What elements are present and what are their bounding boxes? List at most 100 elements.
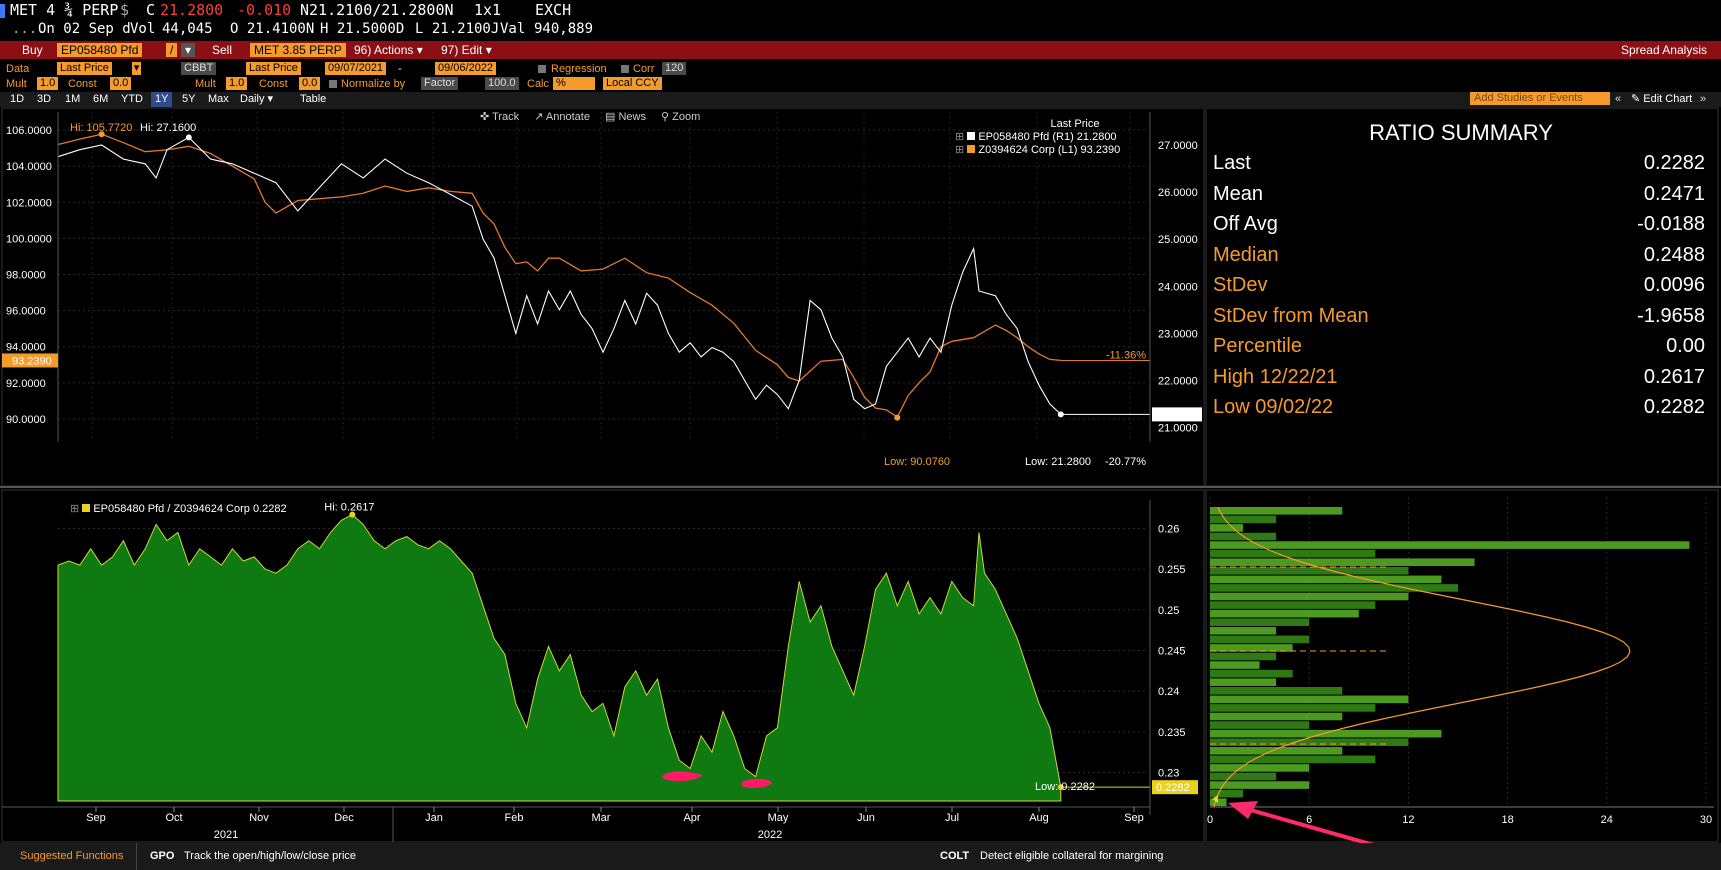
low-label-left: Low: 90.0760 [884, 456, 950, 468]
last-value: 0.2282 [1156, 782, 1190, 794]
add-studies-field[interactable]: Add Studies or Events [1470, 92, 1610, 105]
news-tool[interactable]: ▤ News [605, 111, 646, 123]
range-1m[interactable]: 1M [65, 93, 81, 105]
ratio-row: Percentile 0.00 [1205, 335, 1713, 363]
expand-icon[interactable]: » [1700, 93, 1707, 105]
bid-ask-size: 1x1 [474, 1, 502, 19]
ticker-row: MET 4 ¾ PERP $ C 21.2800 -0.010 N21.2100… [0, 0, 1721, 20]
left-tick: 102.0000 [6, 197, 52, 209]
operator-dropdown[interactable]: ▾ [181, 43, 196, 57]
const2-field[interactable]: 0.0 [299, 77, 321, 90]
operator-field[interactable]: / [166, 43, 178, 57]
collapse-icon[interactable]: « [1615, 93, 1622, 105]
calc-label: Calc [527, 78, 550, 90]
legend-item-l1[interactable]: ⊞ Z0394624 Corp (L1) 93.2390 [955, 143, 1155, 156]
calc-field[interactable]: % [553, 77, 595, 90]
hist-bar [1210, 601, 1376, 609]
colt-description[interactable]: Detect eligible collateral for margining [980, 850, 1164, 862]
sell-label: Sell [212, 43, 233, 57]
upper-axes: 106.0000 104.0000 102.0000 100.0000 98.0000 9… [2, 112, 1202, 468]
ratio-label: High 12/22/21 [1213, 365, 1338, 388]
pink-arrow-shaft [1239, 805, 1375, 843]
edit-menu[interactable]: 97) Edit ▾ [441, 43, 492, 57]
hi-marker-right [185, 134, 192, 141]
sell-security-field[interactable]: MET 3.85 PERP [250, 43, 346, 57]
edit-chart-button[interactable]: ✎ Edit Chart [1627, 92, 1696, 107]
low-marker-left [894, 414, 901, 421]
range-bar: 1D 3D 1M 6M YTD 1Y 5Y Max Daily ▾ Table … [0, 92, 1721, 107]
colt-code[interactable]: COLT [940, 850, 970, 862]
lower-right-tick: 0.24 [1158, 686, 1179, 698]
upper-lines [57, 131, 1150, 421]
buy-label: Buy [22, 43, 43, 57]
range-3d[interactable]: 3D [37, 93, 52, 105]
range-1d[interactable]: 1D [10, 93, 25, 105]
legend-item-r1[interactable]: ⊞ EP058480 Pfd (R1) 21.2800 [955, 130, 1155, 143]
mult2-label: Mult [195, 78, 216, 90]
ratio-value: 0.2488 [1643, 243, 1705, 266]
month-label: Jan [425, 812, 443, 824]
range-1y[interactable]: 1Y [151, 92, 173, 107]
legend-expand-icon: ⊞ [955, 144, 965, 156]
ratio-row: Low 09/02/22 0.2282 [1205, 396, 1713, 424]
track-tool[interactable]: ✜ Track [480, 111, 520, 123]
ratio-label: Off Avg [1213, 213, 1278, 235]
lower-axes: 0.26 0.255 0.25 0.245 0.24 0.235 0.23 Hi: 0.261… [2, 500, 1198, 842]
source-field[interactable]: CBBT [181, 62, 217, 75]
lower-area [57, 511, 1150, 802]
suggested-functions[interactable]: Suggested Functions [20, 850, 124, 862]
start-date-field[interactable]: 09/07/2021 [325, 62, 387, 75]
open-price: O 21.4100N [230, 21, 315, 37]
normalize-field[interactable]: Factor [421, 77, 459, 90]
month-label: May [768, 812, 789, 824]
settings-row-mult: Mult 1.0 Const 0.0 Mult 1.0 Const 0.0 No… [0, 76, 1721, 91]
corr-checkbox[interactable] [621, 65, 629, 73]
quote-date: On 02 Sep d [38, 21, 131, 37]
ccy-field[interactable]: Local CCY [603, 77, 662, 90]
hi-label-right: Hi: 27.1600 [140, 122, 196, 134]
month-label: Dec [334, 812, 354, 824]
legend-title: Last Price [1050, 118, 1100, 130]
hist-bar [1210, 627, 1277, 635]
footer-divider [136, 843, 137, 870]
left-tick: 104.0000 [6, 161, 52, 173]
range-max[interactable]: Max [208, 93, 229, 105]
hist-bar [1210, 772, 1277, 781]
month-label: Sep [86, 812, 106, 824]
data-dropdown-icon[interactable]: ▾ [132, 62, 141, 75]
ratio-label: Mean [1213, 182, 1264, 205]
range-6m[interactable]: 6M [93, 93, 109, 105]
actions-menu[interactable]: 96) Actions ▾ [354, 43, 423, 57]
end-date-field[interactable]: 09/06/2022 [435, 62, 497, 75]
gpo-description[interactable]: Track the open/high/low/close price [184, 850, 357, 862]
range-5y[interactable]: 5Y [182, 93, 196, 105]
corr-field[interactable]: 120 [662, 62, 687, 75]
gpo-code[interactable]: GPO [150, 850, 175, 862]
annotate-tool[interactable]: ↗ Annotate [534, 111, 590, 123]
buy-security-field[interactable]: EP058480 Pfd [57, 43, 143, 57]
regression-checkbox[interactable] [538, 65, 546, 73]
hist-x-tick: 18 [1501, 814, 1513, 826]
factor-field[interactable]: 100.0 [485, 77, 519, 90]
chart-area[interactable]: 106.0000 104.0000 102.0000 100.0000 98.0000 9… [0, 107, 1721, 843]
dots-icon: .... [12, 21, 46, 37]
mult-field[interactable]: 1.0 [37, 77, 59, 90]
normalize-checkbox[interactable] [329, 80, 337, 88]
last-value-tag [1152, 780, 1198, 795]
right-tick: 23.0000 [1158, 328, 1198, 340]
lower-legend[interactable]: ⊞ EP058480 Pfd / Z0394624 Corp 0.2282 [70, 502, 287, 515]
frequency-dropdown[interactable]: Daily ▾ [240, 93, 274, 105]
data-field[interactable]: Last Price [57, 62, 112, 75]
hist-bar [1210, 764, 1310, 772]
field2-field[interactable]: Last Price [246, 62, 301, 75]
focus-marker [0, 4, 5, 18]
ratio-area [57, 513, 1062, 802]
const-field[interactable]: 0.0 [110, 77, 132, 90]
zoom-tool[interactable]: ⚲ Zoom [661, 111, 701, 123]
left-tick: 90.0000 [6, 414, 46, 426]
right-tick: 24.0000 [1158, 281, 1198, 293]
ratio-value: 0.2282 [1643, 152, 1705, 174]
range-ytd[interactable]: YTD [121, 93, 143, 105]
table-button[interactable]: Table [300, 93, 327, 105]
mult2-field[interactable]: 1.0 [226, 77, 248, 90]
